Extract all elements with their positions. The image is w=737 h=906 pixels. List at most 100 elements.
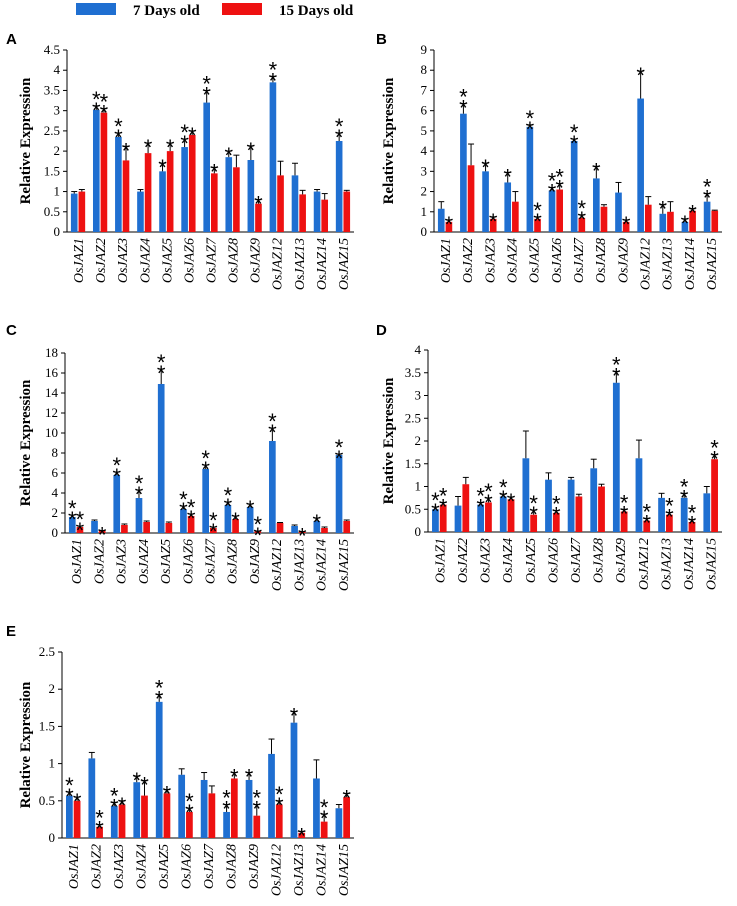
bar-c-osjaz1-15-days	[76, 527, 84, 533]
y-tick-label-c: 16	[45, 365, 59, 380]
bar-e-osjaz7-7-days	[200, 779, 208, 838]
bar-e-osjaz12-15-days	[275, 804, 283, 838]
significance-star-c: **	[187, 495, 196, 531]
y-axis-title-e: Relative Expression	[18, 681, 34, 808]
bar-e-osjaz5-7-days	[155, 701, 163, 838]
bar-a-osjaz6-15-days	[188, 134, 196, 232]
significance-star-b: *	[659, 197, 668, 222]
bar-a-osjaz5-15-days	[166, 151, 174, 232]
bar-c-osjaz6-15-days	[187, 516, 195, 533]
bar-d-osjaz9-15-days	[620, 511, 628, 532]
category-label-a-osjaz14: OsJAZ14	[315, 238, 330, 290]
bar-e-osjaz6-15-days	[186, 811, 193, 838]
significance-star-e: *	[230, 765, 239, 790]
significance-star-b: *	[681, 211, 690, 236]
category-label-a-osjaz4: OsJAZ4	[138, 238, 153, 283]
y-tick-label-e: 2.5	[39, 644, 55, 659]
significance-star-e: *	[140, 773, 149, 798]
y-tick-label-a: 0.5	[44, 204, 60, 219]
bar-b-osjaz9-15-days	[622, 221, 630, 232]
bar-b-osjaz7-15-days	[578, 217, 586, 232]
bar-d-osjaz15-7-days	[703, 493, 711, 532]
y-tick-label-d: 0.5	[405, 501, 421, 516]
bar-d-osjaz8-7-days	[590, 468, 598, 532]
significance-star-c: **	[254, 512, 263, 548]
bar-e-osjaz6-7-days	[178, 774, 186, 838]
bar-d-osjaz12-15-days	[643, 520, 651, 532]
bar-e-osjaz13-15-days	[298, 832, 306, 838]
legend-label-15-days: 15 Days old	[279, 3, 354, 19]
bar-b-osjaz14-7-days	[681, 221, 689, 232]
category-label-d-osjaz13: OsJAZ13	[659, 538, 674, 590]
category-label-b-osjaz6: OsJAZ6	[550, 238, 565, 283]
bar-e-osjaz8-7-days	[223, 811, 230, 838]
significance-star-d: **	[431, 488, 440, 524]
bar-b-osjaz3-15-days	[489, 218, 497, 232]
significance-star-d: **	[710, 436, 719, 472]
category-label-e-osjaz4: OsJAZ4	[135, 844, 150, 889]
significance-star-a: **	[100, 90, 109, 126]
significance-star-c: *	[246, 496, 255, 521]
bar-b-osjaz8-7-days	[593, 178, 600, 232]
category-label-c-osjaz5: OsJAZ5	[159, 539, 174, 584]
category-label-d-osjaz9: OsJAZ9	[614, 538, 629, 583]
bar-c-osjaz8-7-days	[224, 505, 232, 533]
significance-star-a: *	[144, 135, 153, 160]
y-tick-label-e: 0.5	[39, 793, 55, 808]
bar-d-osjaz9-7-days	[612, 382, 620, 532]
bar-e-osjaz12-7-days	[268, 753, 275, 838]
significance-star-b: **	[533, 198, 542, 234]
bar-c-osjaz3-7-days	[113, 475, 121, 533]
category-label-e-osjaz2: OsJAZ2	[90, 844, 105, 889]
bar-b-osjaz5-15-days	[534, 218, 541, 232]
bar-c-osjaz2-7-days	[91, 521, 98, 533]
significance-star-d: **	[620, 490, 629, 526]
category-label-a-osjaz12: OsJAZ12	[271, 238, 286, 290]
bar-d-osjaz3-7-days	[477, 504, 485, 532]
bar-e-osjaz9-15-days	[253, 815, 261, 838]
y-tick-label-a: 1	[54, 184, 61, 199]
y-tick-label-d: 1.5	[405, 456, 421, 471]
y-tick-label-e: 1.5	[39, 718, 55, 733]
bar-d-osjaz5-7-days	[522, 458, 530, 532]
significance-star-a: *	[247, 138, 256, 163]
bar-a-osjaz13-15-days	[299, 194, 306, 232]
bar-e-osjaz1-7-days	[65, 795, 73, 838]
y-tick-label-c: 6	[52, 465, 59, 480]
bar-e-osjaz4-15-days	[141, 795, 148, 838]
y-tick-label-b: 4	[421, 143, 428, 158]
legend: 7 Days old 15 Days old	[76, 3, 354, 19]
category-label-a-osjaz3: OsJAZ3	[116, 238, 131, 283]
category-label-d-osjaz14: OsJAZ14	[682, 538, 697, 590]
bar-c-osjaz12-7-days	[269, 441, 276, 533]
y-tick-label-a: 2	[54, 143, 61, 158]
bar-d-osjaz14-15-days	[688, 521, 696, 532]
significance-star-b: **	[578, 196, 587, 232]
category-label-c-osjaz15: OsJAZ15	[337, 539, 352, 591]
legend-label-7-days: 7 Days old	[133, 3, 200, 19]
bar-b-osjaz15-15-days	[711, 210, 719, 232]
bar-a-osjaz12-7-days	[269, 82, 277, 232]
y-axis-title-a: Relative Expression	[18, 77, 34, 204]
significance-star-a: **	[92, 87, 101, 123]
bar-c-osjaz3-15-days	[121, 525, 128, 533]
significance-star-b: **	[459, 85, 468, 121]
significance-star-b: *	[592, 158, 601, 183]
significance-star-b: *	[688, 201, 697, 226]
significance-star-a: *	[188, 123, 197, 148]
category-label-e-osjaz3: OsJAZ3	[112, 844, 127, 889]
bar-d-osjaz13-15-days	[665, 514, 673, 532]
bar-b-osjaz15-7-days	[703, 201, 711, 232]
bar-c-osjaz14-15-days	[321, 528, 328, 533]
significance-star-a: *	[224, 143, 233, 168]
category-label-c-osjaz7: OsJAZ7	[204, 538, 219, 584]
bar-e-osjaz3-15-days	[118, 804, 126, 838]
significance-star-e: **	[275, 782, 284, 818]
category-label-c-osjaz12: OsJAZ12	[270, 539, 285, 591]
y-tick-label-d: 2	[415, 433, 422, 448]
significance-star-d: **	[552, 492, 561, 528]
y-tick-label-c: 10	[45, 425, 58, 440]
significance-star-e: *	[132, 768, 141, 793]
category-label-e-osjaz9: OsJAZ9	[247, 844, 262, 889]
